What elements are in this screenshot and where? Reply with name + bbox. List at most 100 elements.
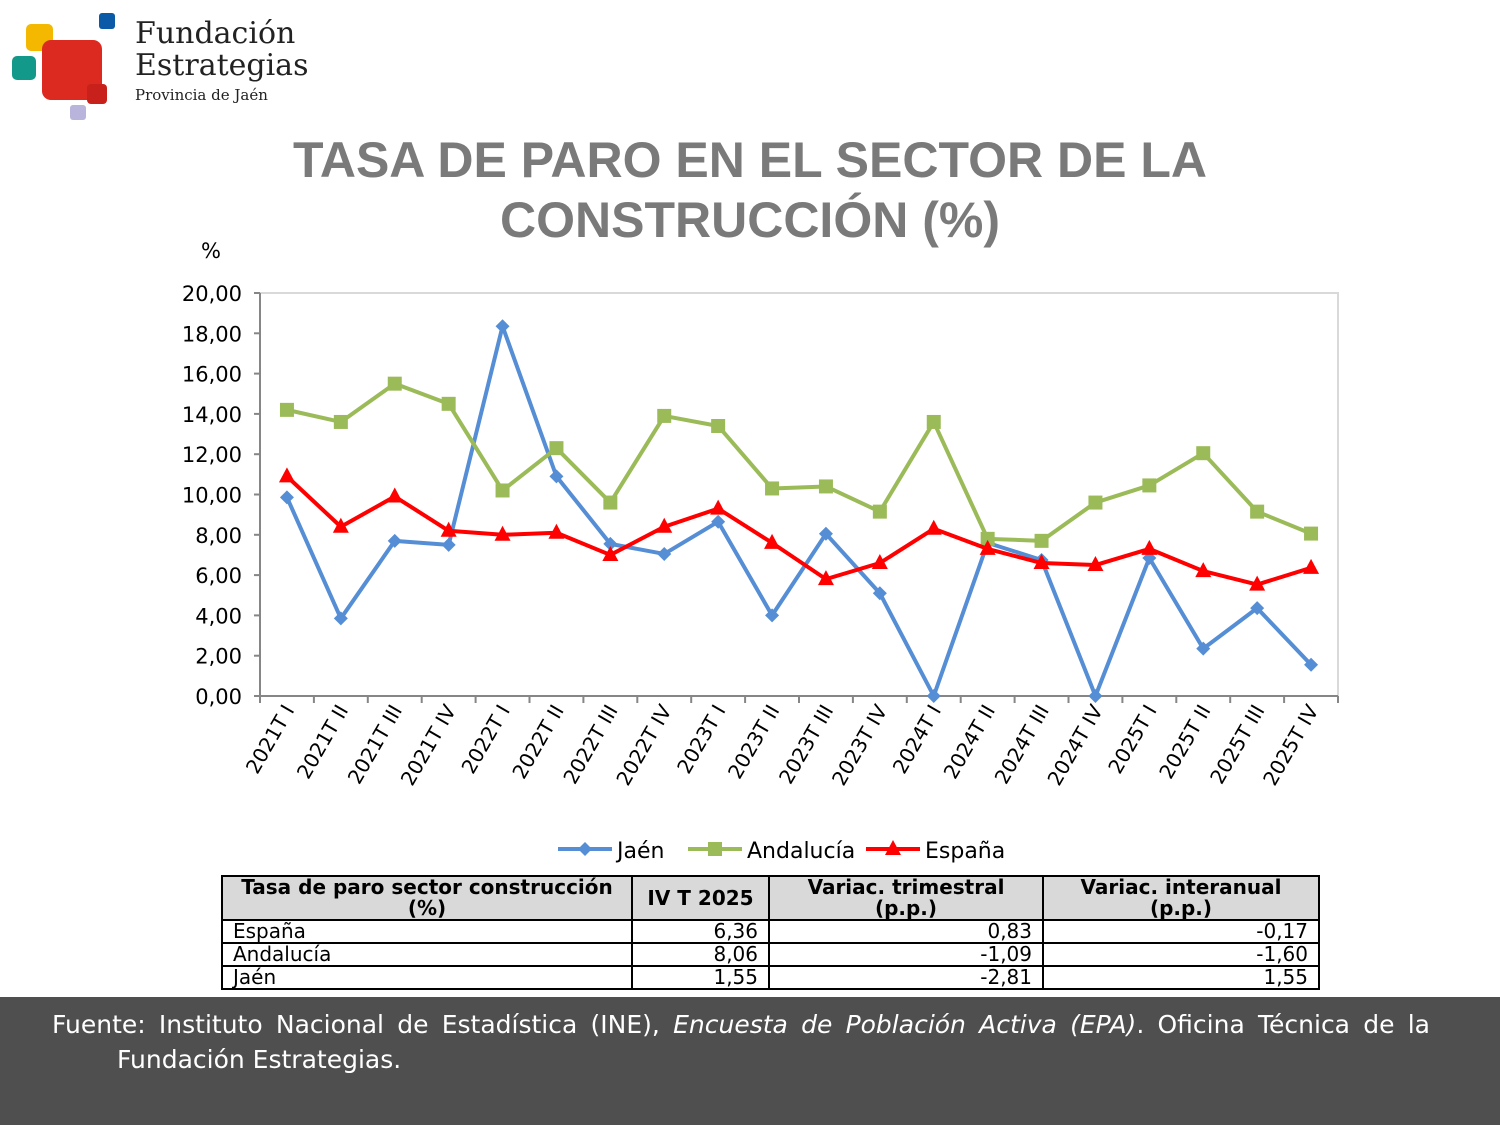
table-row: Jaén 1,55 -2,81 1,55 [221, 965, 1320, 990]
x-tick-label: 2025T II [1154, 701, 1215, 783]
y-tick-label: 6,00 [195, 564, 242, 588]
source-footer: Fuente: Instituto Nacional de Estadístic… [0, 997, 1500, 1125]
logo-line-2: Estrategias [135, 48, 309, 83]
data-point-andalucia [603, 495, 618, 510]
x-tick-label: 2024T I [888, 701, 946, 778]
annual-change-cell: -1,60 [1042, 942, 1320, 967]
data-point-jaen [1088, 689, 1103, 703]
chart-title: TASA DE PARO EN EL SECTOR DE LA CONSTRUC… [293, 132, 1207, 248]
x-tick-label: 2024T II [939, 701, 1000, 783]
header-cell: Variac. interanual (p.p.) [1042, 875, 1320, 921]
y-axis-label: % [201, 239, 221, 263]
data-point-andalucia [549, 441, 564, 456]
data-point-andalucia [1088, 495, 1103, 510]
y-tick-label: 4,00 [195, 604, 242, 628]
x-tick-label: 2022T I [456, 701, 514, 778]
data-point-espana [871, 554, 888, 570]
header-cell: Variac. trimestral (p.p.) [768, 875, 1044, 921]
data-point-espana [710, 499, 727, 515]
data-point-espana [764, 533, 781, 549]
data-point-espana [1141, 539, 1158, 555]
logo-line-1: Fundación [135, 16, 296, 51]
data-point-espana [602, 545, 619, 561]
table-row: España 6,36 0,83 -0,17 [221, 919, 1320, 944]
data-point-espana [925, 519, 942, 535]
data-point-andalucia [980, 531, 995, 546]
data-point-andalucia [387, 376, 402, 391]
data-point-jaen [495, 319, 510, 334]
data-point-espana [656, 517, 673, 533]
data-point-jaen [926, 689, 941, 703]
data-point-andalucia [279, 402, 294, 417]
data-point-jaen [1250, 601, 1265, 616]
data-point-jaen [603, 536, 618, 551]
table-header-row: Tasa de paro sector construcción (%) IV … [221, 875, 1320, 921]
x-tick-label: 2021T I [241, 701, 299, 778]
line-chart: % 0,00 2,00 4,00 6,00 8,00 10,00 12,00 14,00 16,0… [182, 239, 1339, 864]
data-point-espana [1195, 562, 1212, 578]
region-cell: España [221, 919, 633, 944]
y-tick-label: 0,00 [195, 685, 242, 709]
quarterly-change-cell: -1,09 [768, 942, 1044, 967]
data-point-espana [386, 487, 403, 503]
data-point-espana [494, 525, 511, 541]
data-point-jaen [818, 526, 833, 541]
series-line-espana [285, 474, 1312, 587]
x-tick-label: 2021T II [292, 701, 353, 783]
legend-label-espana: España [925, 839, 1005, 864]
data-point-jaen [387, 533, 402, 548]
header-cell: IV T 2025 [631, 875, 770, 921]
y-tick-label: 10,00 [182, 484, 242, 508]
y-tick-label: 8,00 [195, 524, 242, 548]
data-point-jaen [441, 537, 456, 552]
data-point-jaen [872, 586, 887, 601]
data-point-espana [1087, 556, 1104, 572]
data-point-espana [332, 517, 349, 533]
data-point-andalucia [495, 483, 510, 498]
data-point-andalucia [872, 504, 887, 519]
data-point-jaen [711, 514, 726, 529]
legend-marker-jaen [578, 842, 592, 856]
data-point-jaen [333, 611, 348, 626]
quarterly-change-cell: -2,81 [768, 965, 1044, 990]
source-line-2: Fundación Estrategias. [117, 1045, 402, 1074]
data-point-andalucia [1034, 533, 1049, 548]
quarterly-change-cell: 0,83 [768, 919, 1044, 944]
data-point-espana [1249, 575, 1266, 591]
data-point-jaen [765, 608, 780, 623]
data-point-jaen [657, 546, 672, 561]
logo-text: Fundación Estrategias Provincia de Jaén [135, 16, 309, 105]
data-point-andalucia [1196, 446, 1211, 461]
data-point-andalucia [1250, 504, 1265, 519]
y-tick-label: 18,00 [182, 322, 242, 346]
legend-marker-espana [885, 840, 901, 855]
series-line-jaen [285, 324, 1313, 698]
summary-table: Tasa de paro sector construcción (%) IV … [221, 875, 1320, 990]
data-point-andalucia [1304, 526, 1319, 541]
data-point-espana [1033, 554, 1050, 570]
data-point-espana [548, 523, 565, 539]
data-point-andalucia [926, 414, 941, 429]
source-survey: Encuesta de Población Activa (EPA) [673, 1010, 1137, 1039]
legend-label-jaen: Jaén [615, 839, 664, 864]
x-tick-label: 2022T II [507, 701, 568, 783]
value-cell: 1,55 [631, 965, 770, 990]
y-tick-label: 2,00 [195, 645, 242, 669]
y-tick-label: 14,00 [182, 403, 242, 427]
y-tick-label: 20,00 [182, 282, 242, 306]
data-point-andalucia [765, 481, 780, 496]
legend-label-andalucia: Andalucía [747, 839, 855, 864]
region-cell: Andalucía [221, 942, 633, 967]
value-cell: 6,36 [631, 919, 770, 944]
header-cell: Tasa de paro sector construcción (%) [221, 875, 633, 921]
data-point-jaen [1304, 657, 1319, 672]
y-tick-label: 16,00 [182, 363, 242, 387]
annual-change-cell: -0,17 [1042, 919, 1320, 944]
data-point-andalucia [818, 479, 833, 494]
region-cell: Jaén [221, 965, 633, 990]
x-tick-label: 2025T I [1103, 701, 1161, 778]
data-point-espana [1303, 558, 1320, 574]
data-point-espana [817, 570, 834, 586]
y-tick-label: 12,00 [182, 443, 242, 467]
logo-line-3: Provincia de Jaén [135, 86, 268, 104]
